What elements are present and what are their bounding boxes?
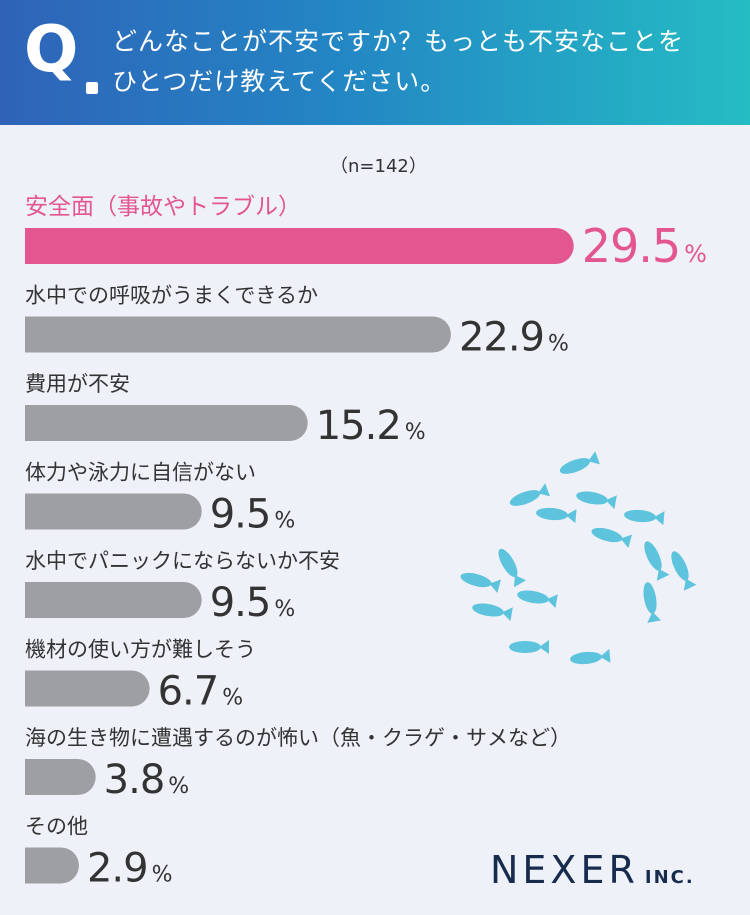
fish-body [509, 641, 541, 653]
fish-body [536, 507, 568, 521]
fish-tail [546, 594, 558, 609]
fish-icon [570, 648, 611, 665]
unit-label: % [274, 509, 294, 534]
fish-body [498, 548, 518, 578]
fish-body [671, 551, 689, 581]
fish-body [570, 651, 602, 665]
fish-icon [536, 507, 577, 524]
fish-icon [460, 572, 501, 593]
q-mark: Q [24, 13, 79, 87]
unit-label: % [405, 420, 425, 445]
logo-suffix: INC. [644, 867, 695, 888]
fish-tail [620, 534, 632, 548]
fish-icon [576, 491, 617, 510]
fish-icon [509, 640, 549, 654]
value-label: 3.8% [104, 757, 189, 803]
question-header: Q どんなことが不安ですか？もっとも不安なことを ひとつだけ教えてください。 [0, 0, 750, 125]
category-label: 体力や泳力に自信がない [25, 461, 256, 485]
value-label: 15.2% [316, 403, 425, 449]
fish-tail [683, 578, 697, 591]
fish-body [559, 458, 591, 474]
bar-left-edge [25, 759, 43, 795]
value-label: 29.5% [582, 219, 706, 273]
category-label: 水中でパニックにならないか不安 [25, 549, 340, 573]
fish-body [624, 509, 656, 523]
bar [25, 228, 574, 264]
category-label: 機材の使い方が難しそう [25, 638, 256, 662]
bar [25, 670, 150, 707]
sample-size: （n=142） [330, 156, 427, 177]
unit-label: % [274, 597, 294, 622]
unit-label: % [222, 686, 242, 711]
fish-icon [509, 483, 550, 506]
bar [25, 493, 202, 530]
unit-label: % [684, 240, 706, 268]
question-line-1: どんなことが不安ですか？もっとも不安なことを [112, 27, 685, 56]
value-label: 6.7% [158, 669, 243, 715]
fish-icon [498, 548, 527, 588]
fish-tail [656, 568, 670, 581]
question-text: どんなことが不安ですか？もっとも不安なことを ひとつだけ教えてください。 [112, 22, 732, 102]
fish-icon [559, 451, 600, 474]
bar [25, 316, 451, 353]
fish-body [472, 603, 504, 617]
fish-icon [472, 603, 513, 622]
bar-left-edge [25, 670, 43, 707]
fish-tail [647, 611, 662, 623]
bar-left-edge [25, 228, 43, 264]
category-label: 水中での呼吸がうまくできるか [25, 284, 318, 308]
fish-tail [539, 640, 549, 654]
fish-tail [565, 509, 577, 524]
question-line-2: ひとつだけ教えてください。 [112, 67, 447, 96]
fish-body [460, 572, 492, 588]
fish-icon [591, 527, 632, 548]
fish-tail [588, 451, 600, 465]
fish-body [643, 582, 657, 614]
fish-body [644, 541, 662, 571]
fish-tail [605, 495, 617, 510]
value-label: 2.9% [87, 846, 172, 892]
bar-left-edge [25, 405, 43, 441]
q-dot [86, 82, 98, 94]
unit-label: % [548, 332, 568, 357]
category-label: 海の生き物に遭遇するのが怖い（魚・クラゲ・サメなど） [25, 726, 571, 750]
category-label: 安全面（事故やトラブル） [25, 194, 301, 220]
bar-left-edge [25, 582, 43, 618]
bar-left-edge [25, 493, 43, 530]
fish-tail [599, 648, 611, 663]
fish-icon [624, 509, 665, 526]
bar [25, 405, 308, 441]
fish-tail [653, 511, 665, 526]
unit-label: % [168, 774, 188, 799]
fish-body [509, 490, 541, 506]
nexer-logo: NEXER INC. [490, 848, 695, 892]
category-label: その他 [25, 815, 88, 839]
fish-tail [538, 483, 550, 497]
fish-icon [643, 582, 662, 623]
category-label: 費用が不安 [25, 372, 130, 396]
bar-left-edge [25, 316, 43, 353]
logo-name: NEXER [490, 848, 639, 892]
fish-school-illustration [460, 451, 697, 665]
value-label: 22.9% [459, 315, 568, 361]
fish-icon [671, 551, 697, 591]
fish-icon [644, 541, 670, 581]
fish-body [576, 491, 608, 505]
fish-tail [501, 607, 513, 622]
fish-icon [517, 590, 558, 609]
bar [25, 582, 202, 618]
fish-body [591, 527, 623, 543]
bar-left-edge [25, 847, 43, 884]
fish-body [517, 590, 549, 604]
fish-tail [489, 579, 501, 593]
value-label: 9.5% [210, 580, 295, 626]
unit-label: % [152, 863, 172, 888]
fish-tail [513, 575, 527, 588]
value-label: 9.5% [210, 492, 295, 538]
